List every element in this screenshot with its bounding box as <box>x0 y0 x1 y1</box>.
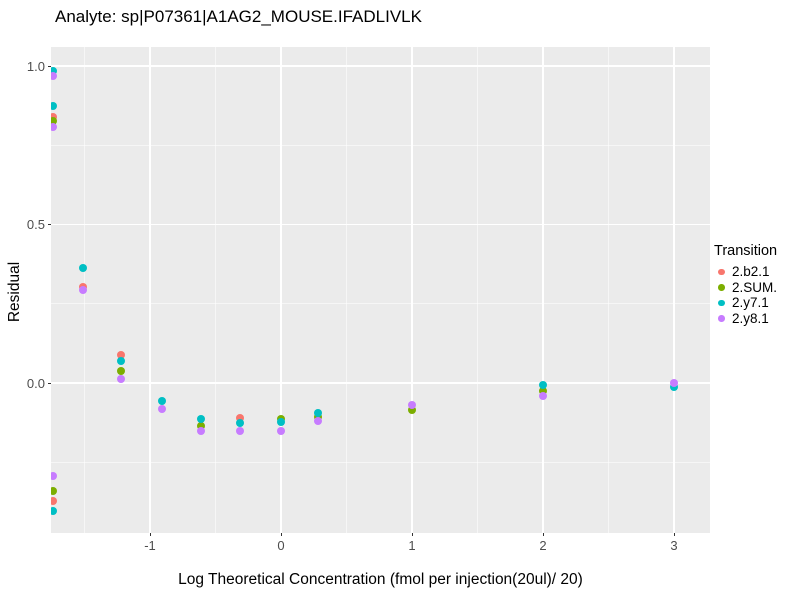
x-major-gridline <box>411 47 413 533</box>
data-point <box>197 426 206 435</box>
x-minor-gridline <box>608 47 609 533</box>
data-point <box>157 404 166 413</box>
legend-row: 2.SUM. <box>714 280 800 296</box>
x-axis-title: Log Theoretical Concentration (fmol per … <box>178 571 583 588</box>
x-tick-mark <box>411 533 413 536</box>
y-tick-mark <box>48 382 51 384</box>
data-point <box>117 375 126 384</box>
data-point <box>236 413 245 422</box>
data-point <box>51 117 58 126</box>
data-point <box>313 409 322 418</box>
data-point <box>670 379 678 388</box>
data-point <box>117 356 126 365</box>
y-major-gridline <box>51 382 710 384</box>
x-major-gridline <box>149 47 151 533</box>
data-point <box>408 400 416 409</box>
legend-key-dot-icon <box>714 295 729 310</box>
data-point <box>51 122 58 131</box>
y-minor-gridline <box>51 303 710 305</box>
y-tick-label: 0.0 <box>26 375 45 391</box>
legend-row: 2.b2.1 <box>714 264 800 280</box>
x-minor-gridline <box>346 47 347 533</box>
y-axis-title: Residual <box>6 261 23 323</box>
y-major-gridline <box>51 223 710 226</box>
x-tick-label: 0 <box>277 538 285 553</box>
x-tick-label: 3 <box>670 538 678 553</box>
legend-dot-icon <box>718 299 725 306</box>
legend-dot-icon <box>718 315 725 322</box>
y-tick-label: 0.5 <box>26 217 45 232</box>
data-point <box>539 380 547 389</box>
data-point <box>51 72 58 81</box>
data-point <box>79 286 88 295</box>
data-point <box>157 397 166 406</box>
data-point <box>277 426 285 435</box>
y-major-gridline <box>51 65 710 67</box>
x-tick-mark <box>542 533 544 536</box>
x-tick-mark <box>280 533 282 536</box>
y-minor-gridline <box>51 144 710 146</box>
data-point <box>236 418 245 427</box>
y-tick-mark <box>48 224 51 225</box>
legend-label: 2.y7.1 <box>732 295 769 311</box>
legend-label: 2.b2.1 <box>732 264 770 280</box>
data-point <box>51 471 58 480</box>
data-point <box>539 391 547 400</box>
data-point <box>117 366 126 375</box>
legend-key-dot-icon <box>714 280 729 295</box>
legend-entries: 2.b2.1 2.SUM. 2.y7.1 2.y8.1 <box>714 264 800 326</box>
x-tick-mark <box>673 533 675 536</box>
data-point <box>236 426 245 435</box>
x-tick-label: 2 <box>539 538 547 553</box>
x-minor-gridline <box>477 47 478 533</box>
data-point <box>313 413 322 422</box>
y-tick-mark <box>48 65 51 67</box>
data-point <box>539 386 547 395</box>
x-tick-label: 1 <box>408 538 416 553</box>
data-point <box>51 507 58 516</box>
plot-title: Analyte: sp|P07361|A1AG2_MOUSE.IFADLIVLK <box>55 7 422 26</box>
x-tick-label: -1 <box>144 538 156 553</box>
x-major-gridline <box>280 47 282 533</box>
data-point <box>51 112 58 121</box>
x-tick-mark <box>149 533 151 536</box>
data-point <box>79 263 88 272</box>
data-point <box>51 487 58 496</box>
data-point <box>408 405 416 414</box>
data-point <box>51 101 58 110</box>
y-tick-label: 1.0 <box>26 58 45 74</box>
data-point <box>670 383 678 392</box>
data-point <box>197 415 206 424</box>
legend-key-dot-icon <box>714 264 729 279</box>
legend-title: Transition <box>714 243 778 259</box>
legend-label: 2.y8.1 <box>732 310 769 326</box>
data-point <box>51 66 58 75</box>
legend-key-dot-icon <box>714 311 729 326</box>
legend-row: 2.y7.1 <box>714 295 800 311</box>
data-point <box>117 351 126 360</box>
x-minor-gridline <box>215 47 216 533</box>
legend: Transition 2.b2.1 2.SUM. 2.y7.1 2.y8.1 <box>714 243 800 326</box>
x-major-gridline <box>673 47 675 533</box>
data-point <box>277 417 285 426</box>
legend-row: 2.y8.1 <box>714 311 800 327</box>
data-point <box>197 421 206 430</box>
legend-dot-icon <box>718 268 725 275</box>
y-minor-gridline <box>51 461 710 463</box>
legend-label: 2.SUM. <box>732 279 778 295</box>
data-point <box>51 496 58 505</box>
plot-panel <box>51 47 710 533</box>
data-point <box>313 417 322 426</box>
x-major-gridline <box>542 47 544 533</box>
legend-dot-icon <box>718 284 725 291</box>
